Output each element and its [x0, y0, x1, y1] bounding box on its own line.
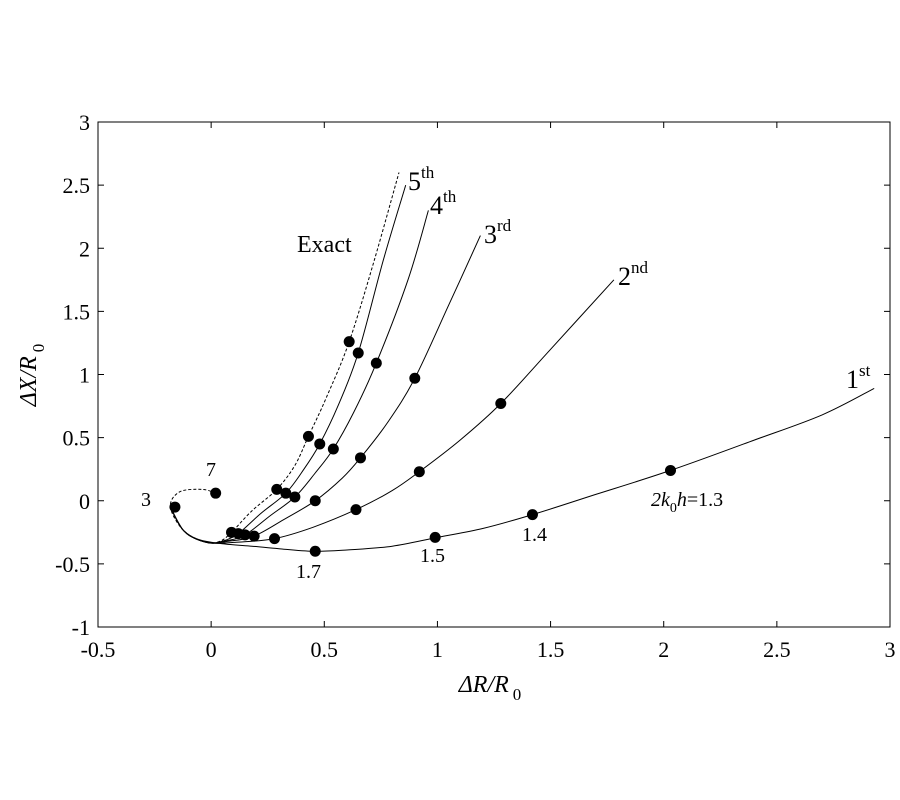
data-point-1 — [309, 545, 321, 557]
y-tick-label: -0.5 — [55, 552, 90, 577]
data-point-3 — [309, 495, 321, 507]
x-tick-label: 1.5 — [537, 637, 565, 662]
y-tick-label: 1 — [79, 363, 90, 388]
x-tick-label: 2.5 — [763, 637, 791, 662]
y-tick-label: 0.5 — [63, 426, 91, 451]
data-point-5 — [314, 438, 326, 450]
y-tick-label: 0 — [79, 489, 90, 514]
series-label-5th: 5th — [408, 163, 435, 196]
series-label-exact: Exact — [297, 232, 352, 258]
series-line-exact — [169, 172, 400, 544]
series-label-2nd: 2nd — [618, 258, 649, 291]
x-tick-label: -0.5 — [81, 637, 116, 662]
data-point-exact — [169, 501, 181, 513]
y-tick-label: 2.5 — [63, 173, 91, 198]
annotation-3: 3 — [141, 489, 151, 511]
series-label-3rd: 3rd — [484, 216, 512, 249]
x-tick-label: 2 — [658, 637, 669, 662]
annotation-1-4: 1.4 — [522, 524, 547, 546]
data-point-1 — [665, 464, 677, 476]
data-point-2 — [350, 504, 362, 516]
annotation-7: 7 — [206, 459, 216, 481]
data-point-exact — [343, 336, 355, 348]
data-point-4 — [289, 491, 301, 503]
data-point-5 — [352, 347, 364, 359]
annotation-1-5: 1.5 — [420, 545, 445, 567]
axis-ticks: -0.5 0 0.5 1 1.5 2 2.5 3-1-0.500.511.522.53 — [55, 110, 895, 662]
x-axis-label: ΔR/R 0 — [458, 672, 522, 704]
annotation-1-7: 1.7 — [296, 561, 321, 583]
plot-frame — [97, 121, 891, 628]
series-markers — [169, 336, 677, 557]
y-tick-label: 2 — [79, 236, 90, 261]
data-point-3 — [409, 372, 421, 384]
x-tick-label: 0 — [206, 637, 217, 662]
data-point-4 — [370, 357, 382, 369]
data-point-exact — [226, 526, 238, 538]
data-point-exact — [271, 483, 283, 495]
series-line-4 — [169, 210, 429, 544]
data-point-2 — [495, 398, 507, 410]
series-label-4th: 4th — [430, 187, 457, 220]
x-tick-label: 0.5 — [311, 637, 339, 662]
data-point-2 — [269, 533, 281, 545]
data-point-4 — [327, 443, 339, 455]
series-line-2 — [169, 279, 615, 544]
data-point-2 — [413, 466, 425, 478]
x-tick-label: 1 — [432, 637, 443, 662]
y-axis-label: ΔX/R0 — [16, 344, 48, 408]
data-point-1 — [526, 509, 538, 521]
data-point-3 — [248, 530, 260, 542]
data-point-5 — [280, 487, 292, 499]
y-tick-label: 3 — [79, 110, 90, 135]
x-tick-label: 3 — [885, 637, 896, 662]
series-label-1st: 1st — [846, 361, 871, 394]
y-tick-label: 1.5 — [63, 299, 91, 324]
data-point-exact — [302, 430, 314, 442]
annotation-2k0h: 2k0h=1.3 — [651, 489, 723, 516]
data-point-1 — [429, 531, 441, 543]
data-point-exact — [210, 487, 222, 499]
data-point-3 — [354, 452, 366, 464]
y-tick-label: -1 — [72, 615, 90, 640]
